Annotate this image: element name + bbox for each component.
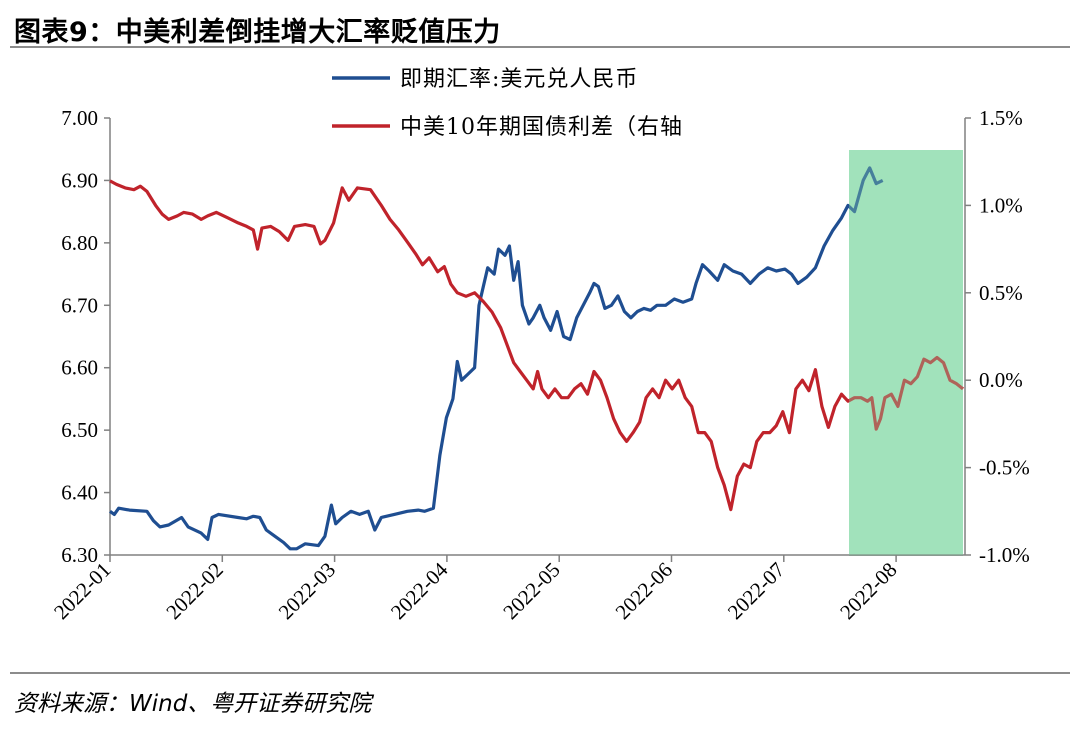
y-left-tick-label: 7.00 xyxy=(61,106,98,130)
y-left-tick-label: 6.80 xyxy=(61,231,98,255)
x-tick-label: 2022-08 xyxy=(835,558,901,624)
shaded-region-overlay xyxy=(849,150,963,555)
x-tick-label: 2022-02 xyxy=(161,558,227,624)
x-tick-label: 2022-05 xyxy=(498,558,564,624)
series-line-usdcny xyxy=(109,166,884,551)
chart: 6.30 6.40 6.50 6.60 6.70 6.80 6.90 7.00 -1.0% -0.… xyxy=(49,67,1030,624)
shaded-region xyxy=(849,150,963,556)
y-right-tick-label: 1.0% xyxy=(979,193,1023,217)
y-right-tick-label: -1.0% xyxy=(979,543,1030,567)
y-right-tick-label: 0.0% xyxy=(979,368,1023,392)
y-right-tick-label: 0.5% xyxy=(979,281,1023,305)
series-lines xyxy=(109,150,964,555)
title-rule xyxy=(10,46,1070,48)
y-left-tick-label: 6.30 xyxy=(61,543,98,567)
y-left-tick-label: 6.70 xyxy=(61,293,98,317)
x-tick-label: 2022-01 xyxy=(49,558,115,624)
y-left-tick-label: 6.60 xyxy=(61,356,98,380)
y-left-tick-label: 6.40 xyxy=(61,481,98,505)
y-right-tick-label: 1.5% xyxy=(979,106,1023,130)
x-tick-label: 2022-07 xyxy=(723,558,789,624)
y-left-tick-label: 6.90 xyxy=(61,168,98,192)
y-left-tick-label: 6.50 xyxy=(61,418,98,442)
figure-title: 图表9：中美利差倒挂增大汇率贬值压力 xyxy=(14,17,501,48)
legend-label: 中美10年期国债利差（右轴 xyxy=(400,115,683,140)
series-line-spread xyxy=(109,179,964,512)
x-tick-label: 2022-03 xyxy=(274,558,340,624)
x-tick-label: 2022-04 xyxy=(386,557,453,624)
source-rule xyxy=(10,672,1070,674)
source-note: 资料来源：Wind、粤开证券研究院 xyxy=(14,691,372,717)
y-right-tick-label: -0.5% xyxy=(979,456,1030,480)
x-tick-label: 2022-06 xyxy=(611,558,677,624)
legend-label: 即期汇率:美元兑人民币 xyxy=(400,67,638,92)
